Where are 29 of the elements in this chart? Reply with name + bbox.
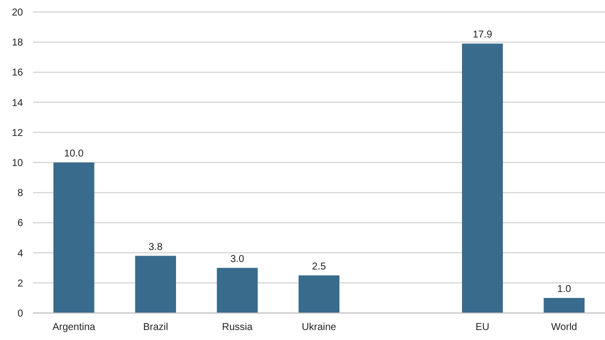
x-tick-label: Argentina [52, 322, 96, 333]
data-label: 17.9 [472, 30, 493, 41]
data-label: 3.0 [230, 254, 245, 265]
data-label: 2.5 [312, 261, 326, 272]
data-label: 3.8 [148, 242, 163, 253]
y-tick-label: 10 [12, 158, 24, 169]
bar [53, 162, 94, 313]
x-tick-label: World [551, 322, 578, 333]
y-tick-label: 16 [12, 68, 24, 79]
bar [135, 256, 176, 313]
y-tick-label: 2 [17, 278, 24, 290]
y-tick-label: 12 [12, 128, 24, 139]
y-tick-label: 0 [17, 308, 24, 320]
y-tick-label: 6 [17, 218, 24, 230]
y-tick-label: 14 [12, 98, 24, 109]
x-tick-label: EU [475, 322, 490, 333]
x-tick-label: Brazil [143, 322, 168, 333]
bar [216, 268, 258, 313]
bar [298, 275, 340, 313]
data-label: 10.0 [64, 148, 84, 160]
data-label: 1.0 [557, 284, 572, 295]
y-tick-label: 20 [12, 8, 24, 18]
y-tick-label: 4 [17, 248, 24, 260]
bar [462, 44, 503, 313]
y-tick-label: 18 [12, 38, 24, 49]
x-tick-label: Ukraine [302, 322, 337, 333]
x-tick-label: Russia [222, 322, 253, 333]
bar [544, 298, 585, 313]
y-tick-label: 8 [17, 188, 24, 200]
